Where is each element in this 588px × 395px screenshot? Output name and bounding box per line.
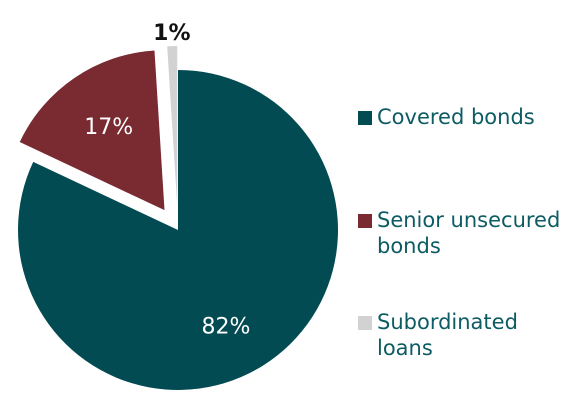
legend-label-subordinated-loans-line-2: loans: [377, 336, 433, 360]
legend-swatch-senior-unsecured-bonds: [358, 214, 372, 228]
data-label-covered-bonds: 82%: [202, 315, 251, 340]
legend-label-subordinated-loans-line-1: Subordinated: [377, 310, 518, 334]
pie-slice-senior-unsecured-bonds: [19, 50, 165, 211]
legend-label-senior-unsecured-bonds-line-1: Senior unsecured: [377, 208, 560, 232]
legend-swatch-covered-bonds: [358, 111, 372, 125]
pie-slice-subordinated-loans: [167, 46, 178, 207]
legend-item-covered-bonds: Covered bonds: [358, 105, 535, 129]
data-label-subordinated-loans: 1%: [153, 21, 190, 46]
legend-label-senior-unsecured-bonds-line-2: bonds: [377, 234, 441, 258]
legend-label-covered-bonds-line-1: Covered bonds: [377, 105, 535, 129]
legend-swatch-subordinated-loans: [358, 316, 372, 330]
pie-slice-covered-bonds: [18, 70, 338, 390]
data-label-senior-unsecured-bonds: 17%: [84, 115, 133, 140]
